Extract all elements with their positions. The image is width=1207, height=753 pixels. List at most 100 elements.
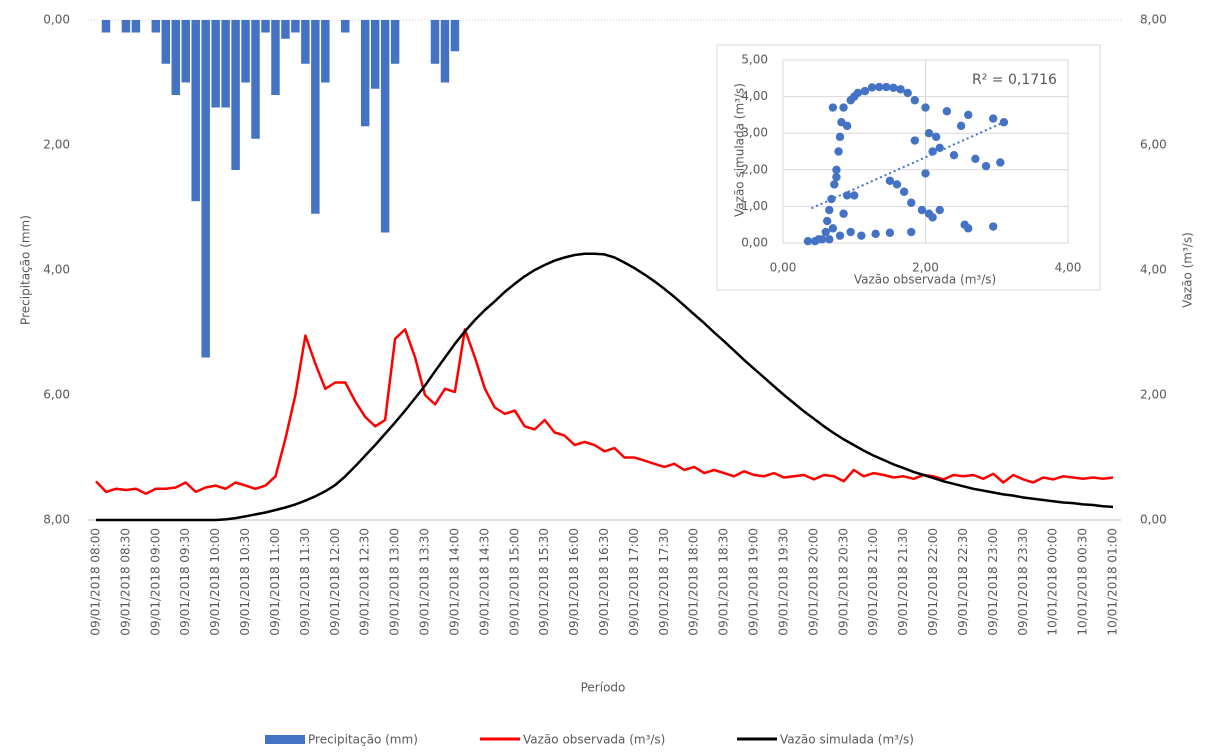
y-tick-label: 1,00 [741, 199, 768, 213]
x-tick-label: 09/01/2018 12:00 [328, 528, 342, 636]
y-tick-label: 8,00 [43, 513, 70, 527]
x-tick-label: 09/01/2018 16:30 [597, 528, 611, 636]
scatter-point [821, 227, 830, 237]
precip-bar [360, 20, 370, 127]
x-tick-label: 09/01/2018 15:30 [537, 528, 551, 636]
annotation: R² = 0,1716 [972, 72, 1057, 88]
x-tick-label: 09/01/2018 13:30 [418, 528, 432, 636]
scatter-point [828, 224, 838, 233]
y2-tick-label: 0,00 [1140, 513, 1167, 527]
x-tick-label: 09/01/2018 10:00 [208, 528, 222, 636]
precip-bar [440, 20, 450, 83]
scatter-point [942, 107, 952, 116]
scatter-point [834, 147, 843, 156]
legend-swatch [265, 735, 305, 744]
precip-bar [321, 20, 330, 83]
x-tick-label: 09/01/2018 17:00 [627, 528, 641, 636]
x-tick-label: 09/01/2018 08:00 [89, 528, 103, 636]
precip-bar [201, 20, 210, 358]
y-axis-title: Precipitação (mm) [19, 215, 33, 325]
x-tick-label: 09/01/2018 12:30 [358, 528, 372, 636]
x-tick-label: 09/01/2018 13:00 [388, 528, 402, 636]
x-tick-label: 09/01/2018 11:30 [298, 528, 312, 636]
precip-bar [101, 20, 111, 33]
legend-item: Vazão observada (m³/s) [480, 733, 665, 747]
x-tick-label: 10/01/2018 00:00 [1046, 528, 1060, 636]
x-tick-label: 09/01/2018 14:30 [477, 528, 491, 636]
scatter-point [981, 161, 991, 171]
inset-frame [716, 44, 1101, 291]
precip-bar [341, 20, 350, 33]
y-tick-label: 0,00 [43, 13, 70, 27]
x-tick-label: 09/01/2018 20:30 [836, 528, 850, 636]
scatter-point [822, 216, 832, 226]
flow-line [95, 328, 1114, 496]
x-tick-label: 10/01/2018 00:30 [1076, 528, 1090, 636]
x-tick-label: 09/01/2018 09:30 [178, 528, 192, 636]
precip-bar [161, 20, 171, 64]
x-tick-label: 09/01/2018 16:00 [567, 528, 581, 636]
scatter-point [921, 103, 930, 112]
precip-bar [181, 20, 190, 83]
scatter-point [907, 227, 916, 237]
trendline [811, 121, 1005, 210]
precip-bar [121, 20, 131, 33]
scatter-point [882, 82, 891, 92]
scatter-point [817, 235, 827, 244]
scatter-point [867, 83, 877, 92]
x-axis-title: Período [581, 681, 626, 695]
precip-bar [390, 20, 400, 64]
precip-bar [370, 20, 380, 89]
x-axis-title: Vazão observada (m³/s) [854, 273, 996, 287]
scatter-point [874, 82, 884, 92]
scatter-point [996, 158, 1005, 167]
x-tick-label: 09/01/2018 09:00 [148, 528, 162, 636]
scatter-point [885, 176, 895, 185]
scatter-point [846, 227, 855, 237]
legend-item: Vazão simulada (m³/s) [737, 733, 914, 747]
x-tick-label: 09/01/2018 17:30 [657, 528, 671, 636]
y2-tick-label: 2,00 [1140, 388, 1167, 402]
y-tick-label: 0,00 [741, 236, 768, 250]
scatter-point [803, 236, 813, 246]
scatter-point [924, 209, 934, 218]
y2-tick-label: 4,00 [1140, 263, 1167, 277]
precip-bar [311, 20, 320, 214]
precip-bar [131, 20, 141, 33]
precip-bar [251, 20, 260, 139]
scatter-point [835, 132, 845, 142]
scatter-point [839, 103, 848, 112]
scatter-point [885, 228, 895, 237]
scatter-point [832, 165, 841, 174]
y2-tick-label: 6,00 [1140, 138, 1167, 152]
x-tick-label: 09/01/2018 22:00 [926, 528, 940, 636]
x-tick-label: 09/01/2018 19:00 [747, 528, 761, 636]
scatter-point [871, 229, 880, 239]
scatter-point [917, 205, 927, 215]
scatter-point [907, 198, 916, 207]
flow-line [96, 252, 1114, 522]
x-tick-label: 09/01/2018 23:30 [1016, 528, 1030, 636]
x-tick-label: 4,00 [1055, 261, 1082, 275]
scatter-point [853, 88, 863, 98]
y2-axis-title: Vazão (m³/s) [1181, 232, 1195, 308]
x-tick-label: 09/01/2018 08:30 [118, 528, 132, 636]
precip-bar [191, 20, 200, 202]
precip-bar [380, 20, 390, 233]
scatter-point [971, 154, 980, 164]
legend-label: Vazão simulada (m³/s) [780, 733, 914, 747]
scatter-point [857, 231, 866, 240]
x-tick-label: 09/01/2018 21:30 [896, 528, 910, 636]
precip-bar [281, 20, 290, 39]
x-tick-label: 09/01/2018 20:00 [806, 528, 820, 636]
scatter-point [949, 150, 959, 160]
scatter-point [956, 121, 966, 131]
legend-label: Precipitação (mm) [308, 733, 418, 747]
y-axis-title: Vazão simulada (m³/s) [733, 83, 747, 217]
scatter-point [860, 86, 870, 96]
y-tick-label: 4,00 [741, 89, 768, 103]
scatter-point [903, 88, 912, 98]
scatter-point [964, 224, 973, 233]
x-tick-label: 09/01/2018 19:30 [776, 528, 790, 636]
precip-bar [211, 20, 220, 108]
